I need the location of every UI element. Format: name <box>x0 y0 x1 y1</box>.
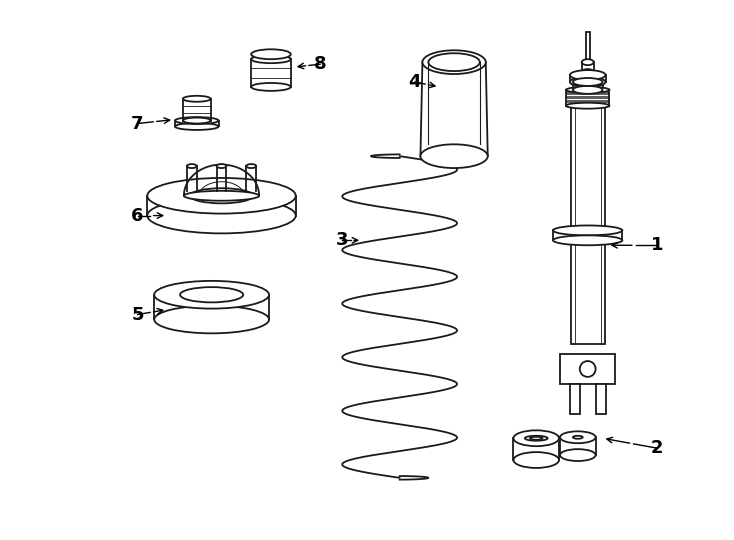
Ellipse shape <box>175 117 219 124</box>
FancyBboxPatch shape <box>553 231 622 240</box>
Ellipse shape <box>514 430 559 446</box>
Text: 6: 6 <box>131 207 144 225</box>
FancyBboxPatch shape <box>595 384 606 414</box>
FancyBboxPatch shape <box>571 240 605 344</box>
Ellipse shape <box>525 436 548 441</box>
Ellipse shape <box>573 78 603 86</box>
Ellipse shape <box>251 83 291 91</box>
Text: 2: 2 <box>651 439 664 457</box>
Ellipse shape <box>190 188 253 204</box>
Ellipse shape <box>570 70 606 80</box>
Ellipse shape <box>566 103 609 109</box>
FancyBboxPatch shape <box>586 32 589 62</box>
Ellipse shape <box>154 281 269 308</box>
Ellipse shape <box>148 178 296 214</box>
Ellipse shape <box>429 53 480 71</box>
Ellipse shape <box>582 59 594 65</box>
FancyBboxPatch shape <box>570 384 580 414</box>
Ellipse shape <box>421 144 488 168</box>
Ellipse shape <box>530 437 542 440</box>
Ellipse shape <box>187 164 197 168</box>
Ellipse shape <box>148 198 296 233</box>
Ellipse shape <box>251 49 291 59</box>
Ellipse shape <box>180 287 243 302</box>
Ellipse shape <box>553 226 622 235</box>
Text: 7: 7 <box>131 114 144 132</box>
Ellipse shape <box>217 164 227 168</box>
Ellipse shape <box>553 235 622 245</box>
Text: 4: 4 <box>408 73 421 91</box>
Ellipse shape <box>184 191 259 201</box>
Ellipse shape <box>183 118 211 124</box>
Ellipse shape <box>175 123 219 130</box>
Text: 3: 3 <box>336 231 349 249</box>
Ellipse shape <box>423 50 486 74</box>
Ellipse shape <box>573 86 603 94</box>
Ellipse shape <box>580 361 595 377</box>
Ellipse shape <box>246 164 256 168</box>
Ellipse shape <box>183 96 211 102</box>
Ellipse shape <box>570 77 606 87</box>
FancyBboxPatch shape <box>566 90 609 106</box>
Text: 1: 1 <box>651 237 664 254</box>
Text: 5: 5 <box>131 306 144 323</box>
Ellipse shape <box>560 431 595 443</box>
Ellipse shape <box>154 306 269 333</box>
Ellipse shape <box>582 69 594 75</box>
Ellipse shape <box>560 449 595 461</box>
Ellipse shape <box>251 55 291 63</box>
Ellipse shape <box>514 452 559 468</box>
Ellipse shape <box>566 87 609 93</box>
FancyBboxPatch shape <box>571 106 605 231</box>
Ellipse shape <box>573 436 583 438</box>
FancyBboxPatch shape <box>560 354 615 384</box>
Text: 8: 8 <box>314 55 327 73</box>
